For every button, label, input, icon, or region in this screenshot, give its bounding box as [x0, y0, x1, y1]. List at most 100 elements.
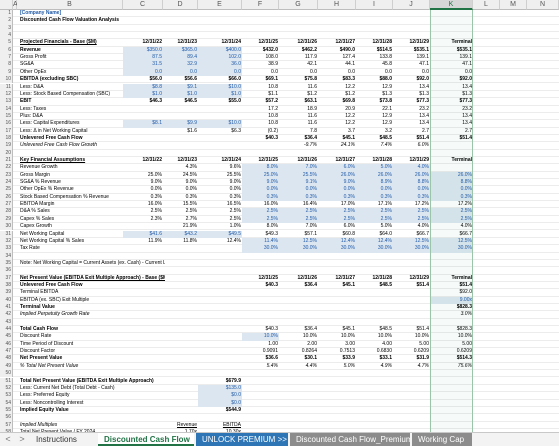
value-cell[interactable]: 25.0%	[242, 171, 279, 180]
row-header[interactable]: 53	[0, 392, 13, 400]
row-header[interactable]: 33	[0, 245, 13, 253]
value-cell[interactable]: $9.9	[163, 120, 198, 128]
value-cell[interactable]: 12/31/28	[372, 274, 392, 281]
value-cell[interactable]: $33.1	[379, 355, 392, 362]
row-label-cell[interactable]: Note: Net Working Capital = Current Asse…	[20, 259, 165, 266]
value-cell[interactable]: 12.9	[382, 83, 392, 90]
value-cell[interactable]: $46.5	[184, 98, 197, 105]
value-cell[interactable]: $57.1	[304, 230, 317, 237]
value-cell[interactable]: 12/31/27	[335, 274, 355, 281]
value-cell[interactable]: $51.4	[416, 326, 429, 333]
row-header[interactable]: 36	[0, 267, 13, 275]
value-cell[interactable]: $679.9	[225, 377, 241, 384]
value-cell[interactable]: 0.3%	[318, 193, 356, 202]
value-cell[interactable]: 2.5%	[430, 208, 473, 216]
value-cell[interactable]: 12/31/26	[297, 274, 317, 281]
value-cell[interactable]: 0.3%	[150, 193, 162, 200]
value-cell[interactable]: 16.5%	[226, 201, 241, 208]
row-label-cell[interactable]: [Company Name]	[20, 10, 62, 16]
value-cell[interactable]: $69.8	[342, 98, 355, 105]
column-header-i[interactable]: I	[356, 0, 393, 10]
column-header-l[interactable]: L	[473, 0, 500, 10]
value-cell[interactable]: 2.5%	[356, 215, 393, 224]
row-label-cell[interactable]: EBITDA (excluding SBC)	[20, 76, 79, 83]
row-header[interactable]: 17	[0, 127, 13, 135]
value-cell[interactable]: 10.8	[268, 83, 278, 90]
row-label-cell[interactable]: Total Cash Flow	[20, 326, 58, 333]
value-cell[interactable]: $51.4	[459, 281, 472, 288]
row-header[interactable]: 3	[0, 24, 13, 33]
value-cell[interactable]: $66.0	[228, 76, 241, 83]
value-cell[interactable]: $43.2	[163, 230, 198, 238]
value-cell[interactable]: 9.0%	[242, 179, 279, 187]
value-cell[interactable]: 12/31/22	[142, 39, 162, 46]
row-label-cell[interactable]: Net Working Capital	[20, 230, 65, 237]
value-cell[interactable]: $36.6	[265, 355, 278, 362]
value-cell[interactable]: $1.1	[268, 90, 278, 97]
value-cell[interactable]: $57.2	[265, 98, 278, 105]
value-cell[interactable]: 2.5%	[430, 215, 473, 224]
value-cell[interactable]: 139.1	[459, 54, 472, 61]
value-cell[interactable]: $1.3	[382, 90, 392, 97]
value-cell[interactable]: $1.6	[187, 127, 197, 134]
row-label-cell[interactable]: Terminal EBITDA	[20, 289, 59, 296]
value-cell[interactable]: 8.9%	[356, 179, 393, 187]
value-cell[interactable]: EBITDA	[222, 421, 241, 428]
row-header[interactable]: 27	[0, 201, 13, 209]
value-cell[interactable]: 8.0%	[242, 164, 279, 172]
row-header[interactable]: 35	[0, 259, 13, 268]
column-header-n[interactable]: N	[527, 0, 559, 10]
value-cell[interactable]: 139.1	[416, 54, 429, 61]
value-cell[interactable]: 5.0%	[380, 223, 392, 230]
value-cell[interactable]: 5.4%	[266, 362, 278, 369]
row-header[interactable]: 9	[0, 68, 13, 77]
value-cell[interactable]: $45.1	[342, 281, 355, 288]
value-cell[interactable]: 17.1%	[377, 201, 392, 208]
value-cell[interactable]: 102.0	[198, 54, 242, 62]
value-cell[interactable]: Terminal	[451, 39, 472, 46]
value-cell[interactable]: 10.0%	[302, 333, 317, 340]
value-cell[interactable]: $31.9	[416, 355, 429, 362]
value-cell[interactable]: $92.0	[416, 76, 429, 83]
value-cell[interactable]: 30.0%	[242, 245, 279, 253]
row-header[interactable]: 23	[0, 171, 13, 180]
value-cell[interactable]: $83.3	[342, 76, 355, 83]
value-cell[interactable]: 12.2	[345, 83, 355, 90]
value-cell[interactable]: 0.3%	[185, 193, 197, 200]
value-cell[interactable]: $9.1	[163, 83, 198, 91]
value-cell[interactable]: 2.7%	[185, 215, 197, 222]
value-cell[interactable]: 89.4	[163, 54, 198, 62]
value-cell[interactable]: 0.0%	[229, 186, 241, 193]
row-header[interactable]: 34	[0, 252, 13, 260]
value-cell[interactable]: 12/31/29	[409, 157, 429, 163]
row-label-cell[interactable]: Total Net Present Value / FY 2024	[20, 428, 96, 432]
value-cell[interactable]: 10.0%	[242, 333, 279, 341]
value-cell[interactable]: $1.0	[198, 90, 242, 99]
value-cell[interactable]: 2.5%	[150, 208, 162, 215]
value-cell[interactable]: 4.00	[382, 340, 392, 347]
row-header[interactable]: 32	[0, 237, 13, 246]
value-cell[interactable]: $1.0	[163, 90, 198, 99]
value-cell[interactable]: 13.4	[462, 83, 472, 90]
row-label-cell[interactable]: Terminal Value	[20, 304, 55, 310]
row-label-cell[interactable]: Revenue	[20, 46, 41, 53]
value-cell[interactable]: 31.5	[123, 61, 163, 69]
value-cell[interactable]: 10.0%	[414, 333, 429, 340]
value-cell[interactable]: 2.7	[422, 127, 429, 134]
value-cell[interactable]: $6.3	[231, 127, 241, 134]
row-header[interactable]: 7	[0, 54, 13, 62]
row-header[interactable]: 47	[0, 348, 13, 356]
value-cell[interactable]: 1.70x	[184, 428, 197, 432]
value-cell[interactable]: 44.1	[345, 61, 355, 68]
column-header-m[interactable]: M	[500, 0, 527, 10]
row-label-cell[interactable]: Implied Perpetuity Growth Rate	[20, 311, 90, 318]
value-cell[interactable]: 36.0	[198, 61, 242, 69]
value-cell[interactable]: 16.0%	[263, 201, 278, 208]
value-cell[interactable]: 12.4%	[226, 237, 241, 244]
value-cell[interactable]: $535.1	[413, 46, 429, 53]
value-cell[interactable]: $1.3	[419, 90, 429, 97]
sheet-tab-working-cap[interactable]: Working Cap	[412, 433, 472, 446]
value-cell[interactable]: $828.3	[456, 326, 472, 333]
value-cell[interactable]: $432.0	[262, 46, 278, 53]
